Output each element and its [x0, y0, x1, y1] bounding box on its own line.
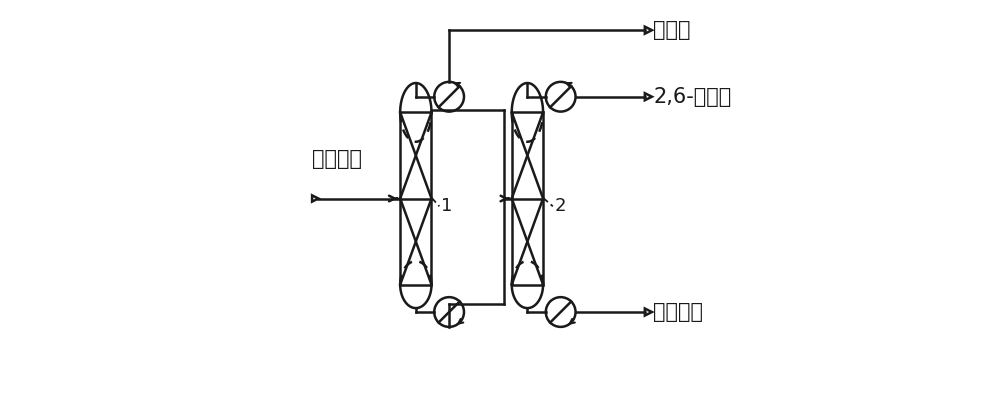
Bar: [400, 112, 431, 285]
Text: 1: 1: [441, 197, 453, 215]
Bar: [512, 112, 543, 285]
Text: 塔釜物料: 塔釜物料: [653, 302, 703, 322]
Text: 2,6-二甲酚: 2,6-二甲酚: [653, 87, 732, 107]
Text: 粗酚原料: 粗酚原料: [312, 149, 362, 170]
Text: 轻组分: 轻组分: [653, 20, 691, 40]
Text: 2: 2: [555, 197, 566, 215]
